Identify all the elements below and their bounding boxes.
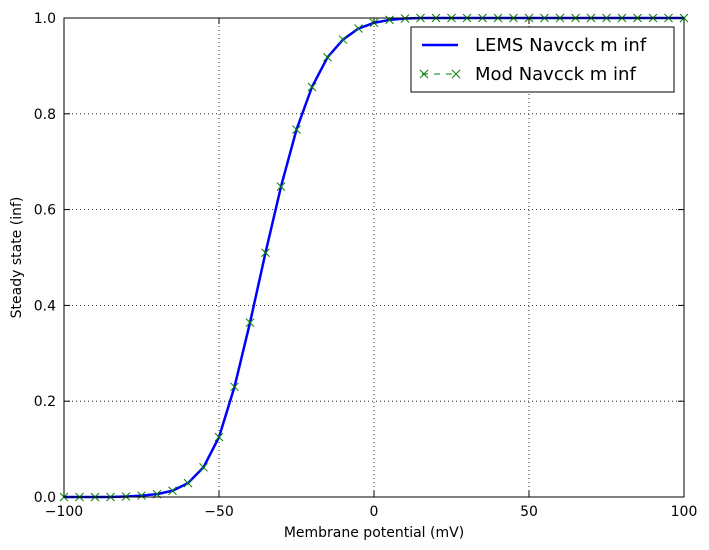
x-axis-label: Membrane potential (mV) bbox=[284, 525, 464, 541]
data-point-mod bbox=[385, 15, 394, 25]
legend-box bbox=[410, 26, 675, 93]
data-point-mod bbox=[199, 462, 208, 472]
data-point-mod bbox=[168, 486, 177, 496]
y-tick-label: 0.8 bbox=[34, 107, 56, 123]
ticks: −100 −50 0 50 100 0.0 0.2 0.4 0.6 0.8 1.0 bbox=[34, 11, 698, 520]
x-tick-label: 0 bbox=[370, 504, 379, 520]
data-point-mod bbox=[323, 52, 332, 62]
y-tick-label: 0.6 bbox=[34, 203, 56, 219]
data-point-mod bbox=[292, 125, 301, 134]
data-point-mod bbox=[214, 432, 224, 442]
x-tick-label: −50 bbox=[204, 504, 234, 520]
legend-label-mod: Mod Navcck m inf bbox=[475, 64, 636, 85]
data-point-mod bbox=[230, 382, 239, 392]
data-point-mod bbox=[137, 491, 146, 500]
legend-label-lems: LEMS Navcck m inf bbox=[475, 35, 647, 56]
x-tick-label: 100 bbox=[671, 504, 698, 520]
y-tick-label: 0.2 bbox=[34, 394, 56, 410]
data-point-mod bbox=[307, 82, 317, 92]
legend-marker-mod bbox=[419, 69, 461, 79]
data-point-mod bbox=[261, 248, 270, 258]
y-tick-label: 0.4 bbox=[34, 298, 56, 314]
x-tick-label: 50 bbox=[520, 504, 538, 520]
data-point-mod bbox=[354, 24, 363, 33]
y-axis-label: Steady state (inf) bbox=[9, 197, 25, 319]
y-tick-label: 0.0 bbox=[34, 490, 56, 506]
legend: LEMS Navcck m inf Mod Navcck m inf bbox=[410, 26, 675, 93]
y-tick-label: 1.0 bbox=[34, 11, 56, 27]
data-point-mod bbox=[338, 35, 348, 44]
x-tick-label: −100 bbox=[45, 504, 83, 520]
data-point-mod bbox=[183, 478, 193, 488]
data-point-mod bbox=[245, 318, 255, 327]
data-point-mod bbox=[276, 182, 286, 191]
